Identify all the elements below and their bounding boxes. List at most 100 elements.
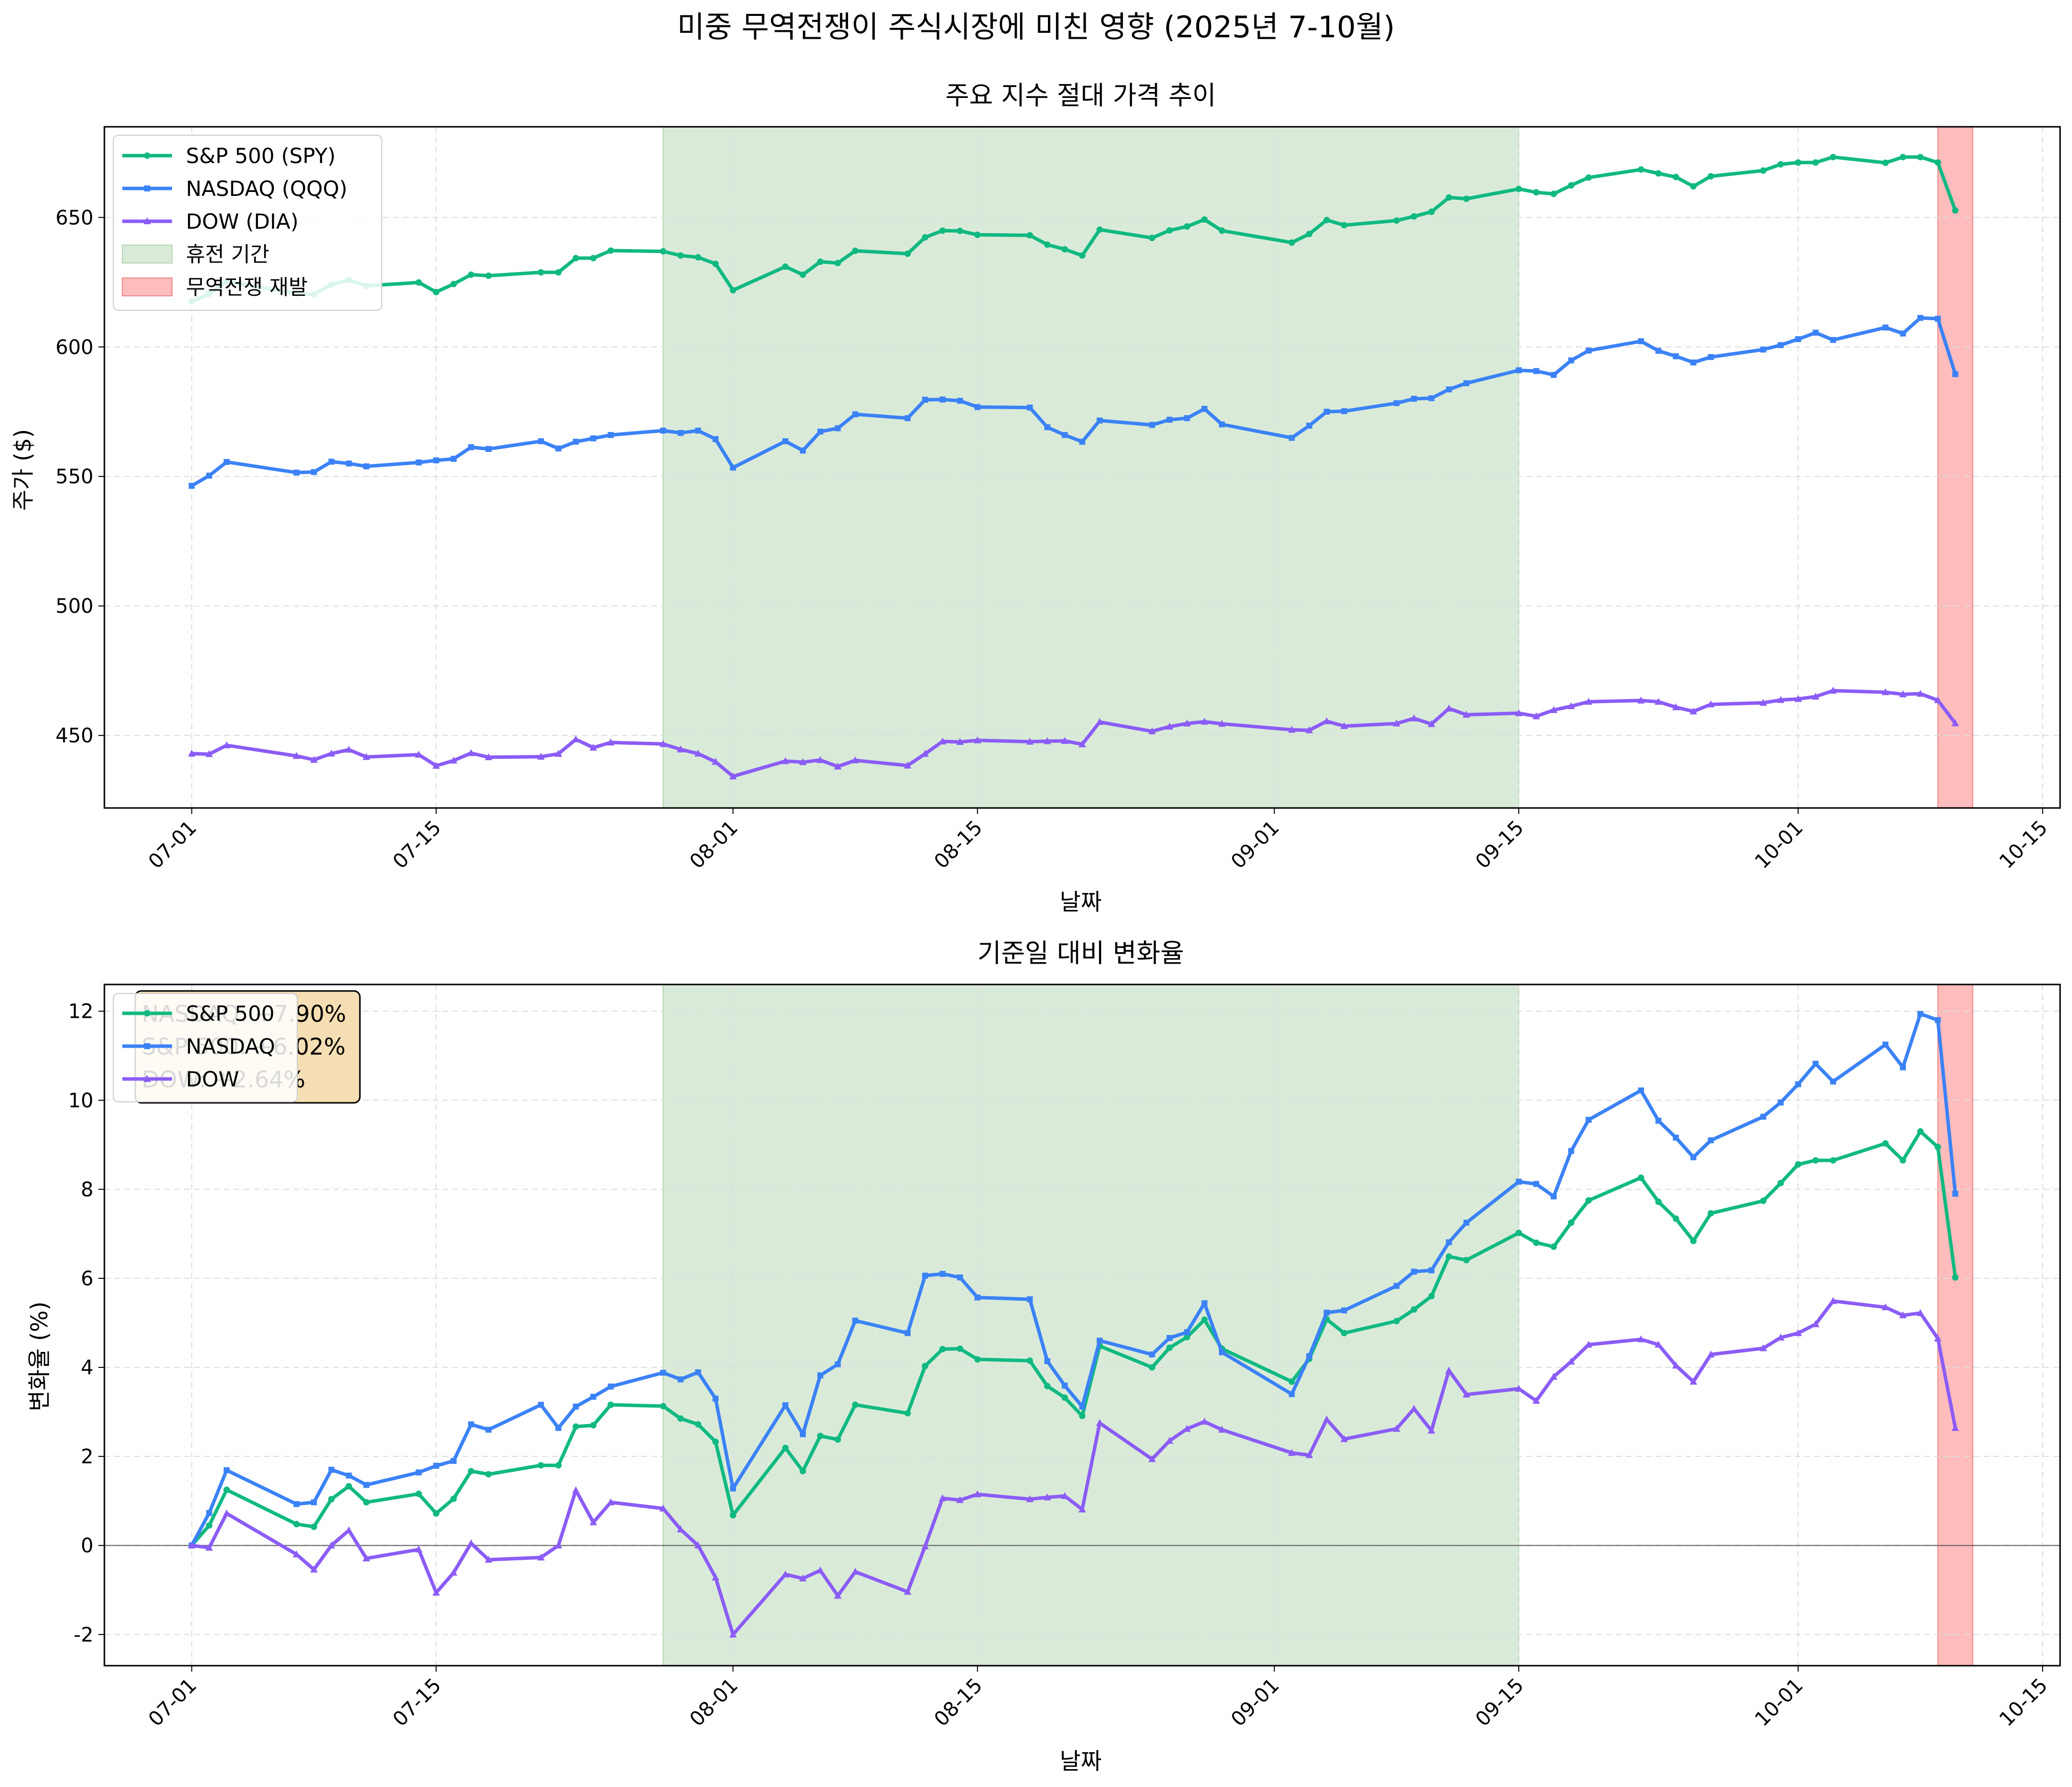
price-point-dow-dia — [973, 736, 981, 744]
change-point-dow — [1392, 1425, 1400, 1432]
price-point-s-p-500-spy — [1079, 252, 1086, 259]
change-point-nasdaq — [1516, 1178, 1522, 1185]
change-legend-item: DOW — [122, 1067, 239, 1091]
change-point-nasdaq — [1935, 1017, 1941, 1023]
change-point-s-p-500 — [1149, 1364, 1155, 1371]
change-point-nasdaq — [1166, 1335, 1173, 1341]
change-xtick-label: 08-01 — [686, 1674, 743, 1731]
change-point-s-p-500 — [660, 1403, 667, 1410]
change-point-dow — [781, 1570, 789, 1578]
price-point-dow-dia — [1061, 737, 1069, 744]
price-point-nasdaq-qqq — [974, 404, 981, 410]
price-point-nasdaq-qqq — [1428, 395, 1435, 401]
price-ytick-label: 450 — [56, 724, 93, 747]
change-point-nasdaq — [1813, 1061, 1819, 1067]
price-point-nasdaq-qqq — [1882, 324, 1889, 331]
price-point-dow-dia — [1428, 720, 1435, 727]
price-point-s-p-500-spy — [782, 263, 789, 270]
change-point-dow — [1463, 1390, 1470, 1398]
price-point-dow-dia — [1323, 717, 1331, 724]
price-point-nasdaq-qqq — [188, 482, 195, 489]
change-point-dow — [432, 1589, 440, 1596]
price-legend-label: NASDAQ (QQQ) — [186, 177, 347, 201]
price-point-dow-dia — [1759, 699, 1767, 706]
change-point-s-p-500 — [1917, 1128, 1924, 1135]
price-point-s-p-500-spy — [1585, 174, 1592, 181]
price-legend-label: S&P 500 (SPY) — [186, 144, 336, 168]
change-ytick-label: 6 — [81, 1267, 93, 1290]
change-point-nasdaq — [223, 1467, 230, 1473]
change-point-nasdaq — [607, 1383, 614, 1390]
price-point-dow-dia — [1515, 709, 1523, 716]
change-xtick-label: 08-15 — [930, 1674, 987, 1731]
change-point-dow — [467, 1539, 475, 1546]
price-point-nasdaq-qqq — [1638, 338, 1644, 345]
price-point-dow-dia — [607, 738, 615, 746]
change-point-nasdaq — [1778, 1099, 1784, 1106]
legend-marker — [143, 217, 151, 224]
price-point-nasdaq-qqq — [1585, 348, 1592, 354]
change-point-dow — [1951, 1424, 1959, 1431]
change-point-nasdaq — [1568, 1148, 1574, 1154]
price-legend-item: S&P 500 (SPY) — [122, 144, 336, 168]
price-point-s-p-500-spy — [817, 258, 824, 265]
price-chart-xlabel: 날짜 — [1060, 889, 1102, 915]
price-point-s-p-500-spy — [1934, 159, 1941, 166]
price-point-dow-dia — [1585, 698, 1593, 705]
change-point-nasdaq — [590, 1394, 597, 1400]
price-point-s-p-500-spy — [730, 287, 736, 294]
price-point-s-p-500-spy — [834, 260, 841, 267]
change-legend-label: DOW — [186, 1067, 239, 1091]
price-point-nasdaq-qqq — [1917, 315, 1923, 321]
change-point-s-p-500 — [1446, 1253, 1453, 1260]
price-point-nasdaq-qqq — [1341, 408, 1347, 414]
price-point-nasdaq-qqq — [328, 458, 335, 465]
price-point-s-p-500-spy — [1760, 167, 1767, 174]
price-shade-truce — [663, 126, 1520, 808]
change-point-s-p-500 — [1812, 1157, 1819, 1164]
change-point-s-p-500 — [1027, 1357, 1034, 1364]
change-xtick-label: 07-01 — [144, 1674, 201, 1731]
change-ytick-label: 10 — [68, 1089, 93, 1112]
price-point-dow-dia — [851, 756, 859, 764]
legend-patch-sample — [122, 277, 173, 296]
price-ytick-label: 600 — [56, 336, 93, 359]
price-point-dow-dia — [1916, 690, 1924, 697]
change-point-s-p-500 — [1760, 1197, 1767, 1204]
change-point-nasdaq — [450, 1458, 457, 1464]
price-point-nasdaq-qqq — [1760, 346, 1766, 353]
change-point-nasdaq — [1201, 1300, 1208, 1307]
change-point-nasdaq — [835, 1361, 841, 1367]
change-point-s-p-500 — [485, 1471, 492, 1478]
price-point-dow-dia — [572, 735, 580, 742]
change-point-nasdaq — [712, 1395, 719, 1402]
price-point-dow-dia — [1689, 707, 1697, 715]
price-point-nasdaq-qqq — [835, 425, 841, 432]
price-xtick-label: 07-15 — [389, 816, 446, 874]
price-point-dow-dia — [1218, 719, 1226, 727]
change-point-nasdaq — [573, 1403, 579, 1410]
price-point-nasdaq-qqq — [800, 447, 806, 454]
price-point-dow-dia — [1777, 696, 1785, 703]
change-point-s-p-500 — [328, 1496, 335, 1503]
change-point-dow — [1777, 1334, 1785, 1341]
change-shade-trade-war — [1937, 984, 1974, 1666]
change-point-nasdaq — [1882, 1041, 1889, 1048]
change-legend-item: S&P 500 — [122, 1001, 274, 1026]
change-point-dow — [677, 1525, 685, 1532]
price-point-s-p-500-spy — [1428, 208, 1435, 215]
change-point-s-p-500 — [293, 1520, 300, 1527]
price-point-nasdaq-qqq — [416, 459, 422, 466]
change-point-nasdaq — [555, 1425, 562, 1431]
change-point-nasdaq — [1097, 1338, 1103, 1344]
price-point-dow-dia — [799, 758, 807, 765]
change-point-nasdaq — [817, 1372, 824, 1379]
change-legend: S&P 500 NASDAQ DOW — [113, 993, 298, 1102]
price-point-nasdaq-qqq — [1673, 353, 1679, 359]
price-point-s-p-500-spy — [694, 254, 701, 261]
price-point-s-p-500-spy — [852, 248, 859, 255]
change-point-nasdaq — [1061, 1382, 1068, 1389]
change-point-nasdaq — [695, 1369, 701, 1375]
price-point-nasdaq-qqq — [1079, 439, 1085, 445]
